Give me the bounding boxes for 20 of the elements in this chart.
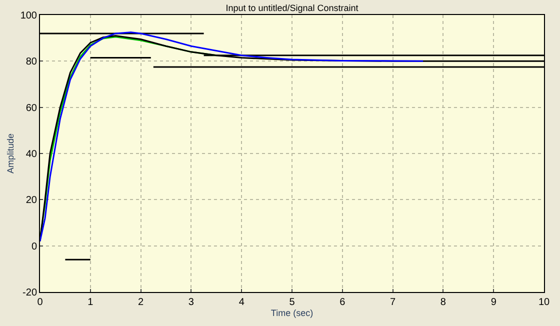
x-tick-label: 10 xyxy=(538,297,550,308)
x-tick-label: 6 xyxy=(340,297,346,308)
x-tick-label: 3 xyxy=(188,297,194,308)
y-tick-label: 80 xyxy=(26,56,38,68)
x-tick-label: 9 xyxy=(490,297,497,308)
y-tick-label: -20 xyxy=(22,288,38,298)
y-tick-label: 20 xyxy=(26,195,38,206)
x-axis-title: Time (sec) xyxy=(270,308,314,318)
y-axis-title: Amplitude xyxy=(6,133,16,174)
x-tick-label: 8 xyxy=(440,297,446,308)
y-tick-label: 40 xyxy=(26,149,38,160)
y-tick-label: 100 xyxy=(20,10,38,22)
x-tick-label: 5 xyxy=(289,297,296,308)
x-tick-label: 1 xyxy=(88,297,94,308)
y-tick-label: 60 xyxy=(26,102,38,114)
chart-title: Input to untitled/Signal Constraint xyxy=(226,3,359,14)
x-tick-label: 7 xyxy=(390,297,396,308)
x-tick-label: 2 xyxy=(138,297,144,308)
x-tick-label: 4 xyxy=(238,297,245,308)
y-tick-label: 0 xyxy=(31,241,38,252)
